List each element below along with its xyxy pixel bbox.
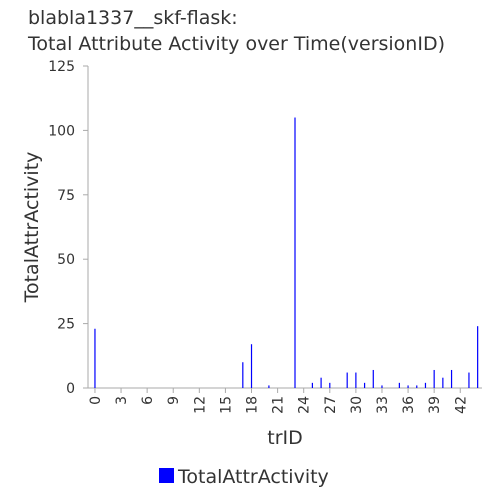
bar bbox=[424, 382, 427, 388]
bar bbox=[320, 377, 322, 388]
x-tick-label: 33 bbox=[375, 396, 391, 414]
x-tick-label: 9 bbox=[166, 396, 182, 405]
x-tick-label: 15 bbox=[218, 396, 234, 414]
bar bbox=[468, 372, 470, 388]
x-tick-label: 18 bbox=[245, 396, 261, 414]
bar bbox=[363, 382, 366, 388]
x-tick-label: 3 bbox=[114, 396, 130, 405]
x-tick-label: 36 bbox=[401, 396, 417, 414]
bar bbox=[250, 344, 253, 388]
bar bbox=[268, 385, 270, 388]
bar bbox=[329, 382, 331, 388]
bar bbox=[398, 382, 400, 388]
y-tick-label: 25 bbox=[57, 317, 75, 333]
x-tick-label: 42 bbox=[453, 396, 469, 414]
x-tick-label: 21 bbox=[271, 396, 287, 414]
bar bbox=[416, 385, 418, 388]
y-tick-label: 100 bbox=[48, 123, 75, 139]
bar bbox=[442, 377, 444, 388]
bar bbox=[433, 369, 435, 388]
x-tick-label: 12 bbox=[192, 396, 208, 414]
bar bbox=[381, 385, 383, 388]
bar bbox=[294, 117, 296, 389]
bar bbox=[242, 362, 244, 388]
bar bbox=[477, 326, 479, 388]
bar bbox=[94, 328, 96, 388]
bar bbox=[450, 369, 453, 388]
legend-swatch bbox=[159, 468, 174, 483]
x-tick-label: 24 bbox=[297, 396, 313, 414]
y-tick-label: 75 bbox=[57, 188, 75, 204]
x-tick-label: 30 bbox=[349, 396, 365, 414]
x-tick-label: 0 bbox=[88, 396, 104, 405]
bar bbox=[355, 372, 357, 388]
bar bbox=[407, 385, 409, 388]
y-tick-label: 0 bbox=[66, 381, 75, 397]
chart-title: blabla1337__skf-flask: bbox=[28, 7, 238, 29]
x-tick-label: 27 bbox=[323, 396, 339, 414]
x-axis-label: trID bbox=[267, 427, 303, 449]
bar bbox=[372, 369, 374, 388]
x-tick-label: 39 bbox=[427, 396, 443, 414]
bar bbox=[311, 382, 313, 388]
y-tick-label: 50 bbox=[57, 252, 75, 268]
bar bbox=[346, 372, 348, 388]
chart-title: Total Attribute Activity over Time(versi… bbox=[27, 33, 445, 55]
legend-label: TotalAttrActivity bbox=[177, 466, 329, 488]
y-tick-label: 125 bbox=[48, 59, 75, 75]
x-tick-label: 6 bbox=[140, 396, 156, 405]
y-axis-label: TotalAttrActivity bbox=[21, 152, 43, 304]
